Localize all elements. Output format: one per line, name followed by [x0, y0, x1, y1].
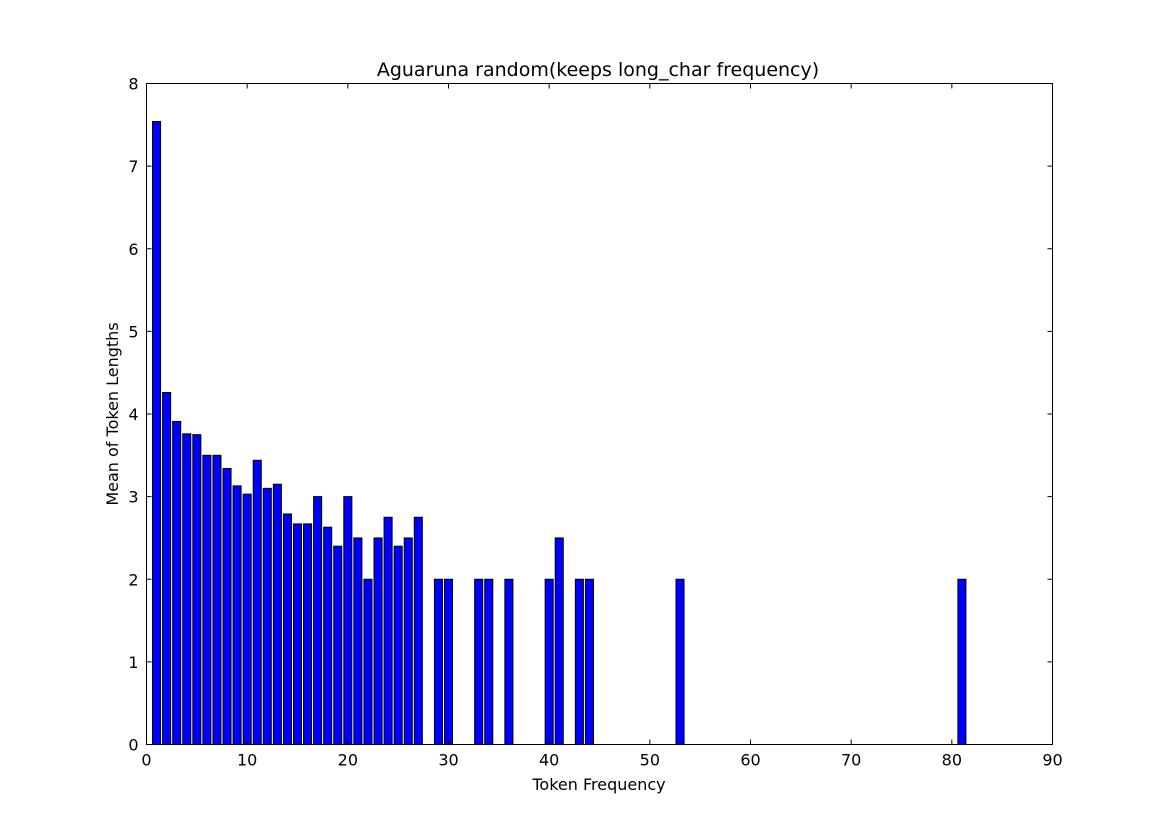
- bar-21: [353, 537, 363, 745]
- y-tick-label-3: 3: [128, 488, 138, 507]
- bar-3: [172, 420, 182, 745]
- y-tick-label-0: 0: [128, 736, 138, 755]
- bar-14: [282, 513, 292, 745]
- y-tick-label-1: 1: [128, 653, 138, 672]
- x-tick-label-50: 50: [640, 751, 660, 770]
- y-axis: 0 1 2 3 4 5 6 7 8: [128, 75, 1053, 755]
- bar-13: [272, 483, 282, 745]
- y-tick-label-8: 8: [128, 75, 138, 94]
- x-tick-label-90: 90: [1042, 751, 1062, 770]
- bar-2: [162, 392, 172, 745]
- bar-12: [262, 487, 272, 745]
- x-tick-label-10: 10: [237, 751, 257, 770]
- bar-53: [675, 578, 685, 745]
- bar-17: [313, 496, 323, 746]
- y-tick-label-4: 4: [128, 405, 138, 424]
- x-tick-label-30: 30: [438, 751, 458, 770]
- bar-10: [242, 493, 252, 745]
- x-axis: 0 10 20 30 40 50 60 70 80 90: [141, 83, 1063, 770]
- x-tick-label-40: 40: [539, 751, 559, 770]
- bar-43: [574, 578, 584, 745]
- bar-40: [544, 578, 554, 745]
- y-tick-label-6: 6: [128, 240, 138, 259]
- x-tick-label-20: 20: [338, 751, 358, 770]
- bar-44: [584, 578, 594, 745]
- plot-frame: [146, 83, 1053, 745]
- y-tick-label-2: 2: [128, 570, 138, 589]
- bar-26: [403, 537, 413, 745]
- chart-title: Aguaruna random(keeps long_char frequenc…: [377, 59, 819, 81]
- bar-20: [343, 496, 353, 746]
- bar-41: [554, 537, 564, 745]
- x-tick-label-0: 0: [141, 751, 151, 770]
- bar-25: [393, 545, 403, 746]
- bar-4: [182, 433, 192, 745]
- bar-6: [202, 454, 212, 745]
- bar-5: [192, 434, 202, 745]
- bars-group: [152, 121, 967, 746]
- bar-36: [504, 578, 514, 745]
- bar-23: [373, 537, 383, 745]
- bar-27: [413, 516, 423, 746]
- y-tick-label-5: 5: [128, 322, 138, 341]
- bar-7: [212, 454, 222, 745]
- x-axis-label: Token Frequency: [531, 775, 665, 794]
- bar-33: [474, 578, 484, 745]
- bar-16: [303, 523, 313, 746]
- bar-1: [152, 121, 162, 745]
- y-axis-label: Mean of Token Lengths: [103, 322, 122, 505]
- bar-24: [383, 516, 393, 746]
- x-tick-label-60: 60: [740, 751, 760, 770]
- y-tick-label-7: 7: [128, 157, 138, 176]
- bar-19: [333, 545, 343, 746]
- x-tick-label-70: 70: [841, 751, 861, 770]
- bar-29: [433, 578, 443, 745]
- bar-9: [232, 485, 242, 745]
- bar-81: [957, 578, 967, 745]
- bar-34: [484, 578, 494, 745]
- bar-11: [252, 459, 262, 745]
- bar-22: [363, 578, 373, 745]
- bar-18: [323, 526, 333, 746]
- bar-15: [292, 523, 303, 746]
- bar-8: [222, 468, 232, 745]
- bar-30: [443, 578, 454, 745]
- x-tick-label-80: 80: [942, 751, 962, 770]
